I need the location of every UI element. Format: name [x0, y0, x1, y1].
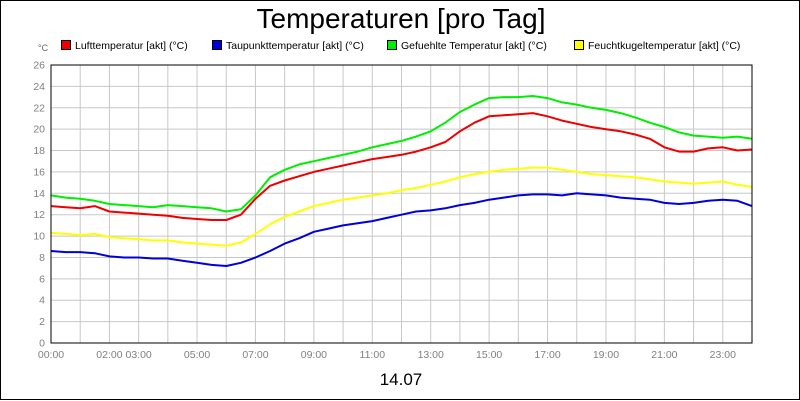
legend-label-lufttemperatur: Lufttemperatur [akt] (°C) [75, 40, 188, 52]
legend-item-taupunkttemperatur: Taupunkttemperatur [akt] (°C) [212, 39, 364, 53]
legend-item-lufttemperatur: Lufttemperatur [akt] (°C) [61, 39, 188, 53]
series-line-2 [50, 95, 753, 213]
legend-label-gefuehlte-temperatur: Gefuehlte Temperatur [akt] (°C) [401, 40, 547, 52]
y-tick-label: 0 [39, 338, 45, 350]
x-tick-label: 00:00 [38, 349, 64, 361]
x-tick-label: 09:00 [301, 349, 327, 361]
legend-swatch-gefuehlte-temperatur [387, 40, 397, 50]
series-line-1 [50, 192, 753, 267]
legend: Lufttemperatur [akt] (°C) Taupunkttemper… [1, 39, 800, 55]
y-tick-label: 6 [39, 273, 45, 285]
legend-label-feuchtkugeltemperatur: Feuchtkugeltemperatur [akt] (°C) [588, 40, 741, 52]
series-line-3 [50, 166, 753, 247]
legend-swatch-lufttemperatur [61, 40, 71, 50]
x-tick-label: 13:00 [418, 349, 444, 361]
x-axis-date-label: 14.07 [379, 370, 423, 389]
y-unit-label: °C [38, 43, 49, 53]
x-tick-label: 23:00 [710, 349, 736, 361]
legend-item-gefuehlte-temperatur: Gefuehlte Temperatur [akt] (°C) [387, 39, 547, 53]
legend-swatch-feuchtkugeltemperatur [574, 40, 584, 50]
x-tick-label: 05:00 [184, 349, 210, 361]
y-tick-label: 16 [33, 166, 45, 178]
y-tick-label: 14 [33, 188, 45, 200]
y-tick-label: 24 [33, 81, 45, 93]
y-tick-label: 8 [39, 252, 45, 264]
y-tick-label: 10 [33, 231, 45, 243]
y-tick-label: 18 [33, 145, 45, 157]
y-tick-label: 22 [33, 102, 45, 114]
x-tick-label: 11:00 [360, 349, 386, 361]
y-tick-label: 20 [33, 124, 45, 136]
plot-border [50, 64, 753, 344]
x-tick-label: 02:00 [96, 349, 122, 361]
x-tick-label: 19:00 [593, 349, 619, 361]
x-tick-label: 07:00 [242, 349, 268, 361]
y-tick-label: 26 [33, 60, 45, 72]
x-tick-label: 03:00 [125, 349, 151, 361]
series-line-0 [50, 112, 753, 221]
y-tick-label: 2 [39, 316, 45, 328]
y-tick-label: 4 [39, 295, 45, 307]
chart-title: Temperaturen [pro Tag] [256, 3, 546, 34]
legend-label-taupunkttemperatur: Taupunkttemperatur [akt] (°C) [226, 40, 364, 52]
x-tick-label: 15:00 [476, 349, 502, 361]
legend-item-feuchtkugeltemperatur: Feuchtkugeltemperatur [akt] (°C) [574, 39, 740, 53]
legend-swatch-taupunkttemperatur [212, 40, 222, 50]
x-tick-label: 21:00 [651, 349, 677, 361]
y-tick-label: 12 [33, 209, 45, 221]
x-tick-label: 17:00 [534, 349, 560, 361]
